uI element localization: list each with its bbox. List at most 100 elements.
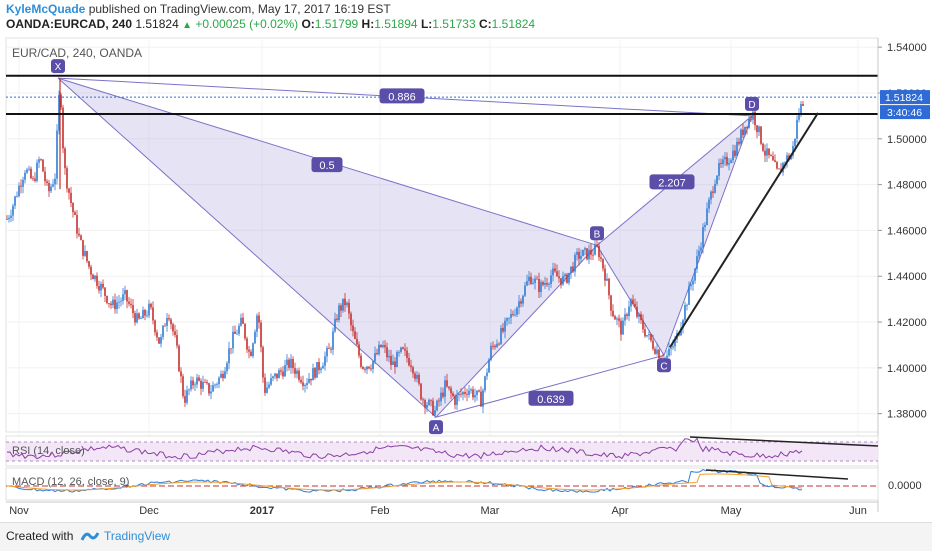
price-pane: X A B C D 0.886 0.5 2.207 0.639 EUR/CAD, 240, O… <box>5 37 879 500</box>
candle-down <box>164 325 166 327</box>
candle-down <box>88 261 90 267</box>
candle-down <box>314 368 316 378</box>
candle-down <box>538 279 540 293</box>
candle-up <box>704 224 706 227</box>
candle-down <box>408 357 410 366</box>
pattern-point-badge <box>51 59 65 74</box>
candle-up <box>334 318 336 332</box>
candle-up <box>12 205 14 216</box>
candle-up <box>550 275 552 284</box>
candle-up <box>396 352 398 368</box>
candle-down <box>512 314 514 315</box>
pattern-point-d[interactable]: D <box>745 96 759 111</box>
candle-up <box>188 389 190 391</box>
last-price-tag-text: 1.51824 <box>885 92 923 104</box>
candle-down <box>40 159 42 161</box>
candle-up <box>706 208 708 225</box>
candle-up <box>218 377 220 385</box>
candle-up <box>162 325 164 338</box>
candle-up <box>470 389 472 391</box>
symbol-info: OANDA:EURCAD, 240 1.51824 ▲ +0.00025 (+0… <box>6 17 535 31</box>
candle-down <box>64 148 66 169</box>
candle-down <box>180 371 182 377</box>
candle-up <box>444 380 446 397</box>
candle-down <box>430 399 432 401</box>
candle-down <box>658 349 660 359</box>
y-tick-label: 1.54000 <box>887 42 927 54</box>
candle-up <box>58 95 60 131</box>
ratio-label[interactable]: 0.886 <box>379 88 425 104</box>
candle-up <box>374 353 376 362</box>
ratio-label[interactable]: 2.207 <box>649 174 695 190</box>
candle-up <box>304 385 306 386</box>
ratio-label[interactable]: 0.639 <box>528 390 574 406</box>
tradingview-brand-link[interactable]: TradingView <box>104 529 171 543</box>
price-change: +0.00025 (+0.02%) <box>195 17 299 31</box>
symbol-label: OANDA:EURCAD, 240 <box>6 17 133 31</box>
pattern-point-c[interactable]: C <box>657 358 671 373</box>
pattern-point-x[interactable]: X <box>51 59 65 73</box>
candle-up <box>436 400 438 411</box>
candle-down <box>152 307 154 321</box>
candle-up <box>84 251 86 256</box>
candle-down <box>556 271 558 277</box>
candle-down <box>554 268 556 272</box>
candle-up <box>730 160 732 163</box>
pattern-point-b[interactable]: B <box>590 226 604 241</box>
candle-down <box>712 191 714 193</box>
candle-down <box>172 324 174 332</box>
candle-up <box>10 215 12 218</box>
candle-down <box>168 318 170 320</box>
candle-up <box>752 111 754 120</box>
candle-down <box>62 107 64 149</box>
candle-down <box>598 245 600 258</box>
support-trendline[interactable] <box>669 112 819 348</box>
time-axis[interactable]: Nov Dec 2017 Feb Mar Apr May Jun <box>6 501 878 517</box>
ratio-label[interactable]: 0.5 <box>311 157 343 173</box>
candle-down <box>222 373 224 379</box>
candle-up <box>52 184 54 187</box>
candle-up <box>214 384 216 386</box>
author-link[interactable]: KyleMcQuade <box>6 2 86 16</box>
candle-down <box>244 323 246 339</box>
low-label: L: <box>420 17 433 31</box>
y-tick-label: 1.48000 <box>887 180 927 192</box>
candle-down <box>472 389 474 398</box>
candle-up <box>332 331 334 350</box>
candle-up <box>14 196 16 206</box>
candle-up <box>324 356 326 366</box>
candle-down <box>368 366 370 369</box>
countdown-tag-bg <box>880 105 930 120</box>
open-value: 1.51799 <box>314 17 359 31</box>
candle-up <box>686 304 688 306</box>
candle-up <box>326 347 328 357</box>
candle-up <box>8 217 10 220</box>
candle-down <box>358 344 360 356</box>
candle-down <box>46 181 48 183</box>
pattern-point-label: C <box>660 361 667 372</box>
candle-down <box>742 129 744 136</box>
pattern-point-a[interactable]: A <box>429 420 443 435</box>
candle-down <box>410 365 412 368</box>
candle-up <box>284 365 286 377</box>
candle-up <box>232 331 234 349</box>
candle-up <box>146 315 148 317</box>
candle-up <box>728 162 730 165</box>
candle-up <box>682 320 684 329</box>
candle-down <box>80 235 82 241</box>
candle-up <box>392 361 394 365</box>
candle-down <box>248 349 250 352</box>
y-tick-label: 1.44000 <box>887 271 927 283</box>
candle-down <box>348 302 350 314</box>
candle-down <box>764 150 766 156</box>
candle-up <box>692 280 694 285</box>
up-arrow-icon: ▲ <box>182 20 193 31</box>
candle-down <box>406 350 408 358</box>
candle-up <box>648 334 650 336</box>
candle-up <box>582 249 584 257</box>
candle-down <box>760 126 762 144</box>
candle-up <box>724 156 726 160</box>
candle-down <box>778 168 780 170</box>
ratio-value: 0.5 <box>319 160 334 172</box>
